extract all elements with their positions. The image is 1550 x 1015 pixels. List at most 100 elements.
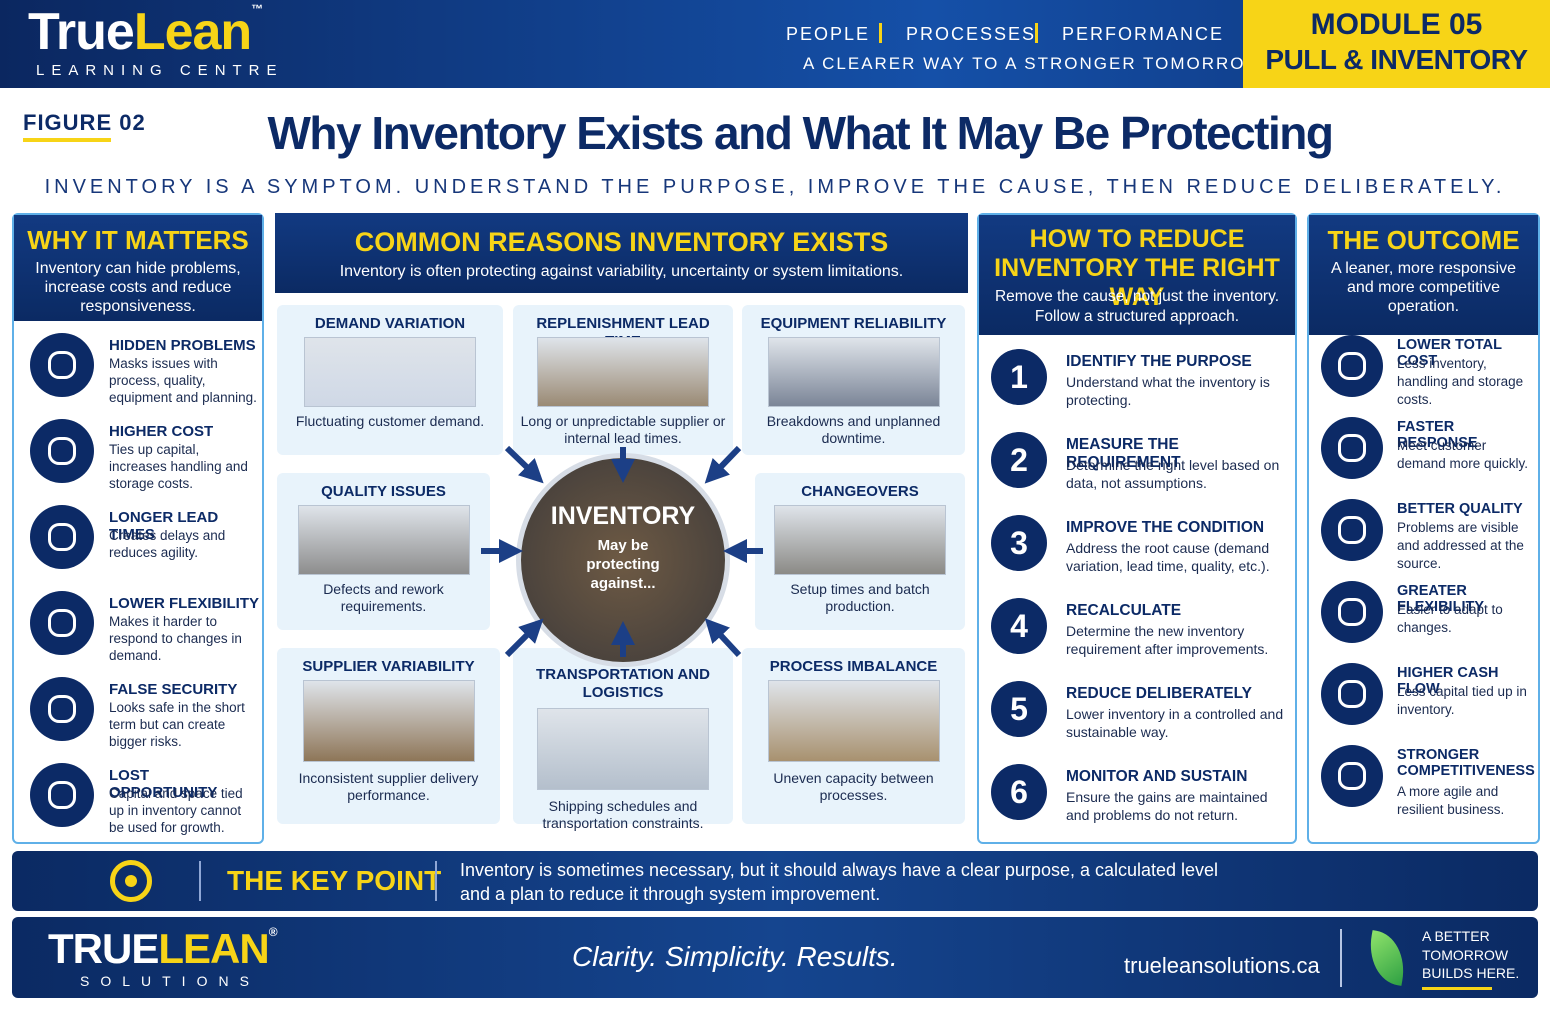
- item-text: Makes it harder to respond to changes in…: [109, 614, 242, 663]
- step-title: MONITOR AND SUSTAIN: [1066, 768, 1248, 785]
- card-title: DEMAND VARIATION: [314, 315, 466, 332]
- panel-intro: Inventory can hide problems, increase co…: [35, 260, 241, 315]
- icon: [1321, 581, 1383, 643]
- icon: [30, 505, 94, 569]
- tagline-item: PEOPLE: [786, 24, 871, 44]
- icon-glyph: [1338, 352, 1366, 380]
- icon: [1321, 663, 1383, 725]
- reason-card: DEMAND VARIATION Fluctuating customer dem…: [277, 305, 503, 455]
- photo: [302, 680, 475, 762]
- tagline: A CLEARER WAY TO A STRONGER TOMORROW: [803, 54, 1264, 73]
- card-caption: Breakdowns and unplanned downtime.: [766, 413, 941, 446]
- footer-brand-sub: SOLUTIONS: [80, 973, 260, 989]
- step-title: RECALCULATE: [1066, 602, 1182, 619]
- step-number: 5: [991, 681, 1047, 737]
- card-title: TRANSPORTATION AND LOGISTICS: [536, 666, 710, 701]
- photo: [767, 680, 940, 762]
- panel: THE OUTCOME A leaner, more responsive and…: [1307, 213, 1540, 844]
- item-text: Easier to adapt to changes.: [1397, 602, 1503, 635]
- separator: [1035, 23, 1038, 43]
- panel: COMMON REASONS INVENTORY EXISTS Inventory…: [275, 213, 968, 833]
- icon: [30, 419, 94, 483]
- item-title: BETTER QUALITY: [1397, 501, 1523, 517]
- arrow: [504, 618, 544, 658]
- step-number: 4: [991, 598, 1047, 654]
- module-title: PULL & INVENTORY: [1265, 44, 1528, 75]
- item-text: Creates delays and reduces agility.: [109, 528, 226, 560]
- leaf-icon: [1363, 930, 1411, 986]
- step-text: Address the root cause (demand variation…: [1066, 540, 1270, 574]
- registered: ®: [268, 925, 278, 939]
- icon: [1321, 745, 1383, 807]
- photo: [537, 337, 709, 407]
- card-title: CHANGEOVERS: [801, 483, 919, 500]
- icon-glyph: [47, 522, 77, 552]
- target-icon: [110, 860, 152, 902]
- item-text: Looks safe in the short term but can cre…: [109, 700, 245, 749]
- step-title: MEASURE THE REQUIREMENT: [1066, 436, 1181, 471]
- item-title: LONGER LEAD TIMES: [109, 509, 219, 543]
- key-title: THE KEY POINT: [227, 865, 442, 896]
- item-title: HIGHER COST: [109, 423, 214, 440]
- step-text: Determine the new inventory requirement …: [1066, 623, 1269, 657]
- step-text: Lower inventory in a controlled and sust…: [1066, 706, 1284, 740]
- icon: [30, 591, 94, 655]
- brand: TrueLean™: [28, 2, 263, 62]
- icon: [1321, 335, 1383, 397]
- icon-glyph: [1338, 762, 1366, 790]
- reason-card: PROCESS IMBALANCE Uneven capacity between…: [742, 648, 965, 824]
- brand-part: LEAN: [158, 925, 269, 972]
- step-number: 2: [991, 432, 1047, 488]
- card-caption: Fluctuating customer demand.: [295, 413, 485, 429]
- icon-glyph: [1338, 434, 1366, 462]
- divider: [1340, 929, 1342, 987]
- footer: TRUELEAN® SOLUTIONS Clarity. Simplicity. R…: [12, 917, 1538, 998]
- panel-intro: A leaner, more responsive and more compe…: [1331, 260, 1516, 315]
- brand-part: Lean: [133, 3, 252, 61]
- step-text: Understand what the inventory is protect…: [1066, 374, 1270, 408]
- panel: WHY IT MATTERS Inventory can hide problem…: [12, 213, 264, 844]
- item-title: LOWER TOTAL COST: [1397, 337, 1502, 369]
- panel-header: [979, 215, 1295, 335]
- tagline-item: PROCESSES: [906, 24, 1037, 44]
- target-center: [125, 875, 137, 887]
- icon-glyph: [47, 608, 77, 638]
- brand-part: True: [28, 3, 135, 61]
- separator: [879, 23, 882, 43]
- icon-glyph: [1338, 598, 1366, 626]
- item-text: Meet customer demand more quickly.: [1397, 438, 1529, 471]
- card-title: EQUIPMENT RELIABILITY: [760, 315, 947, 332]
- step-number: 1: [991, 349, 1047, 405]
- footer-tagline: A BETTER TOMORROW BUILDS HERE.: [1422, 928, 1520, 981]
- step-title: REDUCE DELIBERATELY: [1066, 685, 1253, 702]
- step-text: Ensure the gains are maintained and prob…: [1066, 789, 1268, 823]
- step-text: Determine the right level based on data,…: [1066, 457, 1280, 491]
- center-text: May be protecting against...: [586, 537, 660, 592]
- reason-card: QUALITY ISSUES Defects and rework require…: [277, 473, 490, 630]
- card-caption: Inconsistent supplier delivery performan…: [298, 770, 479, 803]
- photo: [767, 337, 940, 407]
- underline: [23, 138, 111, 142]
- panel-title: COMMON REASONS INVENTORY EXISTS: [354, 227, 889, 257]
- divider: [435, 861, 437, 901]
- trademark: ™: [251, 2, 263, 16]
- reason-card: REPLENISHMENT LEAD TIMELong or unpredict…: [513, 305, 733, 455]
- card-title: PROCESS IMBALANCE: [769, 658, 938, 675]
- icon-glyph: [47, 350, 77, 380]
- item-text: A more agile and resilient business.: [1397, 784, 1505, 817]
- icon: [1321, 417, 1383, 479]
- icon: [30, 333, 94, 397]
- item-text: Problems are visible and addressed at th…: [1397, 520, 1524, 571]
- icon-glyph: [47, 694, 77, 724]
- underline: [1422, 987, 1492, 990]
- module-box: MODULE 05 PULL & INVENTORY: [1243, 0, 1550, 88]
- brand-sub: LEARNING CENTRE: [36, 62, 284, 79]
- photo: [297, 505, 470, 575]
- panel: HOW TO REDUCE INVENTORY THE RIGHT WAY Rem…: [977, 213, 1297, 844]
- reason-card: EQUIPMENT RELIABILITY Breakdowns and unpl…: [742, 305, 965, 455]
- icon-glyph: [1338, 516, 1366, 544]
- step-title: IDENTIFY THE PURPOSE: [1066, 353, 1252, 370]
- item-title: GREATER FLEXIBILITY: [1397, 583, 1484, 615]
- url: trueleansolutions.ca: [1124, 953, 1320, 978]
- card-caption: Setup times and batch production.: [790, 581, 930, 614]
